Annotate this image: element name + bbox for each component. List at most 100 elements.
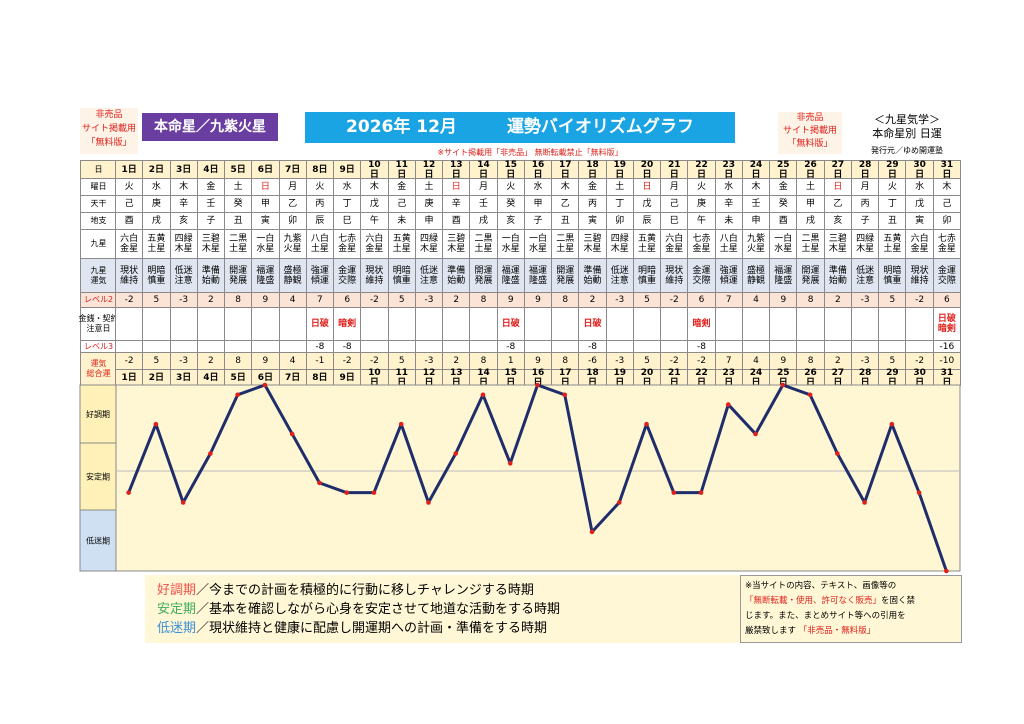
caution-text: 暗剣 (937, 324, 956, 334)
branches-cell: 未 (387, 212, 416, 230)
days-cell: 6日 (251, 160, 280, 179)
days-text: 16日 (531, 159, 545, 180)
total-value: 4 (753, 356, 759, 366)
days-text: 29日 (886, 159, 899, 180)
weekdays-text: 火 (697, 182, 707, 192)
branches-cell: 亥 (823, 212, 852, 230)
row-label: 曜日 (80, 178, 117, 196)
total-value: 8 (562, 356, 569, 366)
caution-cell (523, 307, 553, 341)
days-cell: 16日 (523, 159, 553, 180)
stems-cell: 辛 (714, 195, 743, 213)
fortunes-text: 開運発展 (474, 265, 493, 286)
weekdays-cell: 火 (878, 178, 907, 196)
point (780, 382, 786, 388)
stems-text: 丙 (315, 199, 325, 209)
stems-cell: 辛 (442, 195, 471, 213)
weekdays-cell: 水 (523, 178, 553, 196)
weekdays-text: 火 (887, 182, 897, 192)
branches-text: 辰 (642, 216, 652, 226)
fortunes-text: 強運傾運 (310, 265, 329, 286)
level2-cell: -3 (850, 292, 880, 308)
weekdays-text: 木 (369, 182, 379, 192)
total-cell: 5 (142, 352, 171, 370)
point (235, 392, 240, 398)
caution-cell (632, 307, 662, 341)
fortunes-cell: 明暗慎重 (142, 258, 171, 293)
stars-cell: 七赤金星 (687, 229, 716, 259)
days-text: 12日 (422, 159, 436, 180)
band-label: 好調期 (86, 409, 110, 419)
stems-cell: 壬 (469, 195, 498, 213)
stems-cell: 庚 (414, 195, 444, 213)
total-value: -3 (615, 356, 625, 366)
stems-text: 丙 (587, 199, 597, 209)
stems-text: 癸 (506, 199, 516, 209)
total-value: 1 (507, 356, 514, 366)
label-line: 運気 (90, 359, 107, 368)
stars-cell: 五黄土星 (878, 229, 907, 259)
weekdays-text: 水 (915, 182, 925, 192)
point (371, 490, 377, 495)
level2-cell: 6 (333, 292, 362, 308)
weekdays-text: 金 (778, 182, 788, 192)
point (726, 402, 731, 407)
level2-text: 2 (834, 295, 841, 305)
star-box: 本命星／九紫火星 (142, 113, 278, 141)
weekdays-text: 金 (587, 182, 597, 192)
total-value: -2 (915, 356, 925, 366)
total-value: 8 (480, 356, 487, 366)
branches-text: 寅 (915, 216, 925, 226)
total-cell: -1 (305, 352, 335, 370)
total-value: 5 (398, 356, 405, 366)
days-cell: 23日 (714, 160, 743, 180)
label-line: 注意日 (86, 324, 111, 333)
stems-cell: 甲 (251, 195, 280, 213)
days-cell: 30日 (905, 160, 934, 180)
weekdays-cell: 木 (932, 178, 961, 196)
note-line: 「無料版」 (787, 139, 833, 149)
day-text: 3日 (176, 372, 192, 383)
level2-text: 5 (153, 295, 160, 305)
total-value: 7 (725, 356, 732, 366)
weekdays-text: 土 (615, 182, 625, 192)
caution-text: 日破 (583, 319, 602, 329)
stars-cell: 八白土星 (714, 229, 743, 259)
fortunes-cell: 現状維持 (660, 258, 689, 293)
weekdays-cell: 水 (333, 178, 362, 196)
level2-text: -2 (915, 295, 925, 305)
day-text: 21日 (668, 367, 681, 388)
total-cell: -3 (169, 352, 198, 370)
days-text: 28日 (858, 159, 872, 180)
total-value: -3 (179, 356, 189, 366)
stems-cell: 癸 (769, 195, 798, 213)
level2-text: -2 (124, 295, 134, 305)
total-value: -3 (424, 356, 434, 366)
day-text: 9日 (339, 372, 355, 383)
branches-cell: 亥 (169, 212, 198, 230)
branches-text: 卯 (942, 216, 952, 226)
total-value: -6 (588, 356, 597, 366)
stems-cell: 己 (660, 195, 689, 213)
days-cell: 11日 (387, 160, 416, 180)
weekdays-text: 月 (288, 182, 298, 192)
level2-text: 5 (398, 295, 405, 305)
day-text: 17日 (558, 367, 572, 388)
brand-sub: 本命星別 日運 (872, 127, 942, 140)
point (480, 392, 486, 398)
total-cell: -2 (115, 352, 144, 370)
total-value: 8 (807, 356, 814, 366)
day-text: 27日 (831, 367, 845, 388)
label-line: 運気 (90, 275, 107, 285)
note-text: を固く禁 (881, 596, 916, 606)
fortunes-text: 明暗慎重 (883, 265, 902, 286)
branches-cell: 丑 (224, 212, 253, 230)
stars-text: 一白水星 (256, 234, 275, 254)
point (317, 480, 322, 486)
stems-cell: 己 (115, 195, 144, 213)
note-line: サイト掲載用 (782, 126, 837, 136)
row-label: 九星 運気 (80, 258, 117, 293)
note-line: 非売品 (95, 110, 123, 120)
fortunes-cell: 明暗慎重 (878, 258, 907, 293)
brand: ＜九星気学＞ 本命星別 日運 発行元／ゆめ開運塾 (852, 113, 962, 158)
